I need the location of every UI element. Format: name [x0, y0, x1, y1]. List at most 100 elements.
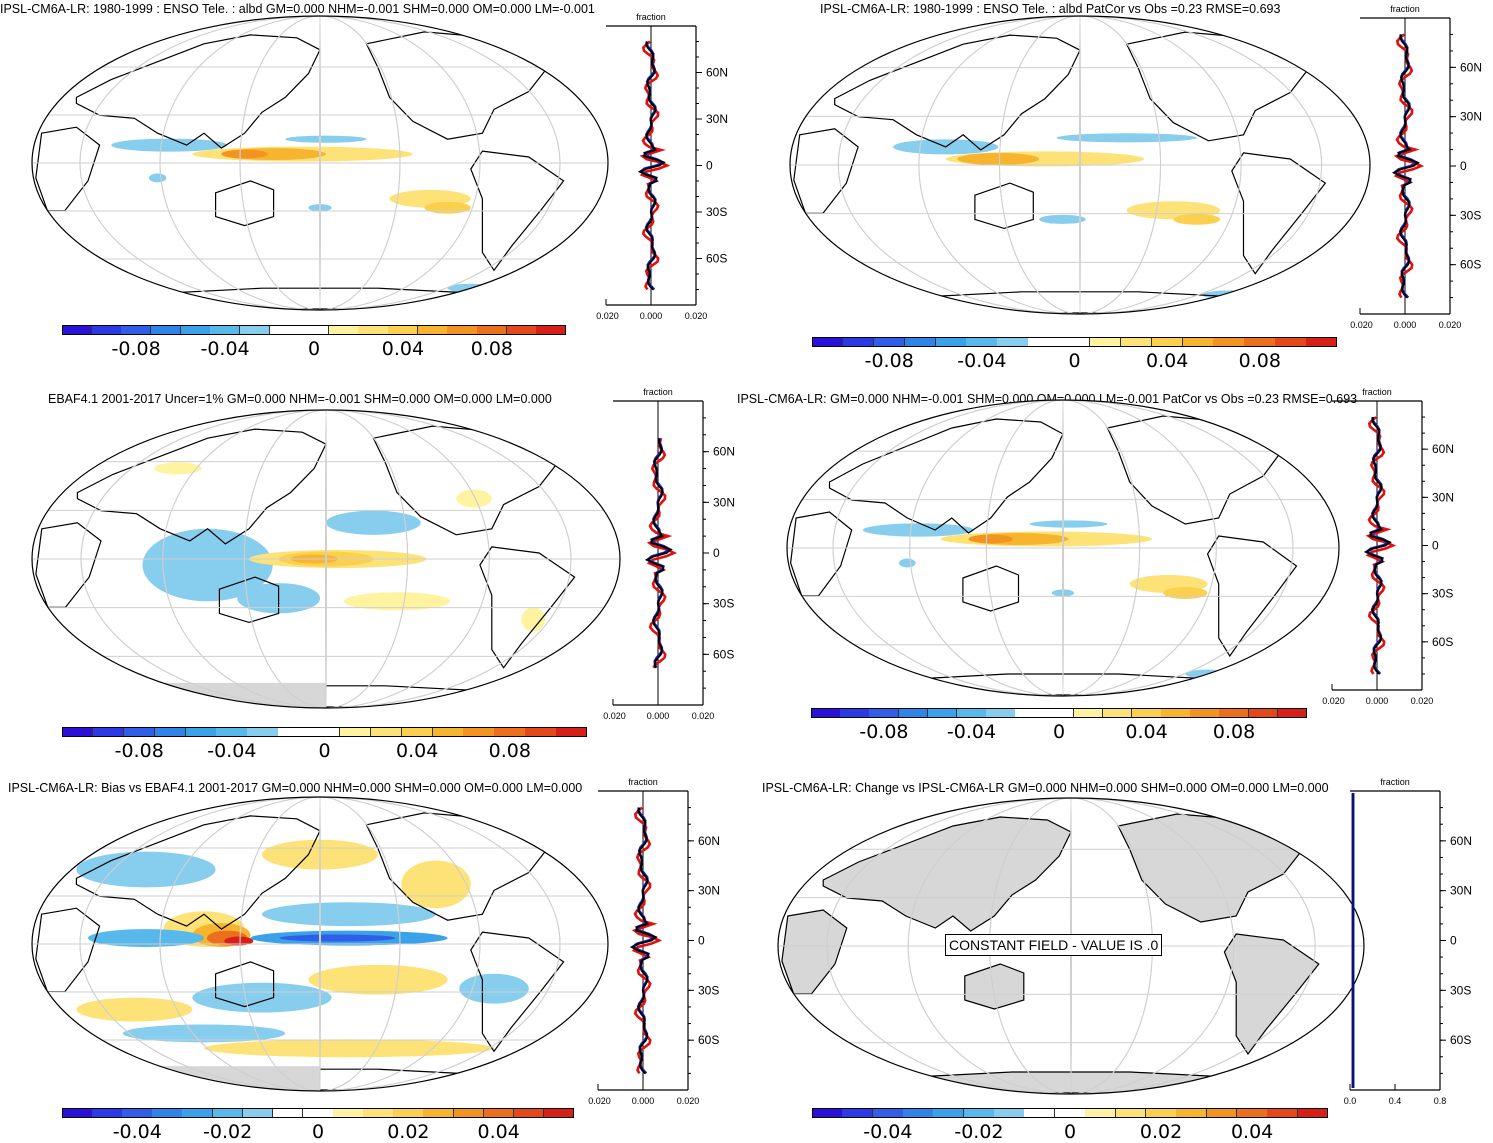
map-content: [787, 400, 1339, 696]
coastline: [781, 909, 848, 995]
colorbar-tick-label: 0.08: [488, 740, 531, 762]
colorbar-swatch: [1059, 337, 1091, 347]
zonal-lat-label: 60S: [698, 1033, 719, 1047]
colorbar-tick-label: -0.02: [203, 1121, 253, 1143]
colorbar-tick-label: 0: [1068, 350, 1081, 372]
coastline: [35, 907, 101, 993]
panel-title: IPSL-CM6A-LR: GM=0.000 NHM=-0.001 SHM=0.…: [737, 392, 1358, 406]
map-border: [789, 15, 1371, 315]
field-contour: [192, 982, 332, 1013]
longitude-line: [918, 16, 1242, 314]
colorbar-tick-label: 0.02: [1139, 1121, 1183, 1143]
zonal-lat-label: 60N: [706, 66, 728, 80]
longitude-line: [319, 16, 321, 310]
zonal-line-mean: [644, 438, 673, 669]
zonal-profile-4: fraction 60N 30N 0 30S 60S -0.020 0.000 0.020: [1322, 387, 1454, 706]
coastline: [215, 961, 275, 1008]
colorbar-tick-label: -0.04: [863, 1121, 913, 1143]
colorbar-swatch: [842, 337, 875, 347]
longitude-line: [325, 410, 327, 708]
colorbar-tick-label: -0.04: [946, 721, 997, 743]
zonal-x-label: 0.020: [1411, 696, 1434, 706]
colorbar-tick-label: 0: [311, 1121, 325, 1143]
field-contour: [285, 135, 367, 143]
zonal-lat-label: 0: [1460, 159, 1467, 173]
zonal-profile-3: fraction 60N 30N 0 30S 60S -0.020 0.000 0.020: [603, 387, 735, 721]
zonal-lat-label: 30S: [1460, 208, 1481, 222]
colorbar-swatch: [477, 325, 508, 335]
colorbar-swatch: [812, 337, 844, 347]
colorbar-swatch: [997, 337, 1029, 347]
field-contour: [76, 997, 193, 1022]
colorbar-swatch: [873, 337, 906, 347]
longitude-line: [239, 16, 401, 310]
zonal-lat-label: 30N: [1450, 884, 1472, 898]
field-contour: [154, 462, 202, 475]
zonal-header: fraction: [1390, 4, 1420, 14]
colorbar-swatch: [1151, 337, 1184, 347]
field-contour: [148, 173, 167, 183]
colorbar-tick-label: -0.08: [114, 740, 164, 762]
colorbar-tick-label: 0.08: [470, 338, 514, 360]
zonal-line-mean: [637, 41, 666, 291]
zonal-x-label: 0.000: [647, 711, 670, 721]
colorbar-swatch: [1089, 337, 1122, 347]
colorbar-swatch: [1244, 337, 1276, 347]
colorbar-swatch: [370, 727, 403, 737]
colorbar-swatch: [123, 727, 156, 737]
zonal-line-mean: [1391, 34, 1420, 299]
colorbar-swatch: [180, 325, 211, 335]
colorbar-swatch: [903, 1108, 934, 1118]
longitude-line: [79, 16, 561, 310]
colorbar-tick-label: 0.08: [1212, 721, 1256, 743]
map-1: [31, 15, 609, 311]
zonal-x-label: 0.020: [1439, 320, 1462, 330]
colorbar-swatch: [393, 1108, 424, 1118]
constant-field-label: CONSTANT FIELD - VALUE IS .0: [945, 934, 1163, 956]
colorbar-swatch: [525, 727, 557, 737]
colorbar-tick-label: -0.02: [954, 1121, 1004, 1143]
field-contour: [122, 1024, 286, 1043]
field-contour: [111, 138, 228, 152]
colorbar-swatch: [272, 1108, 304, 1118]
field-contour: [221, 149, 268, 159]
colorbar-swatch: [150, 325, 182, 335]
zonal-x-label: 0.000: [1394, 320, 1417, 330]
colorbar-tick-label: 0.04: [395, 740, 439, 762]
colorbar-swatch: [513, 1108, 545, 1118]
colorbar-tick-label: -0.04: [207, 740, 257, 762]
colorbar-swatch: [494, 727, 526, 737]
colorbar-swatch: [506, 325, 537, 335]
longitude-line: [985, 400, 1141, 696]
zonal-profile-2: fraction 60N 30N 0 30S 60S -0.020 0.000 0.020: [1350, 4, 1482, 330]
colorbar-swatch: [935, 337, 967, 347]
colorbar-tick-label: 0: [318, 740, 331, 762]
colorbar-swatch: [92, 1108, 123, 1118]
colorbar-6: -0.04 -0.02 0 0.02 0.04: [812, 1108, 1329, 1143]
colorbar-swatch: [216, 727, 248, 737]
field-contour: [957, 152, 1040, 166]
zonal-x-label: -0.020: [588, 1096, 611, 1106]
colorbar-swatch: [966, 337, 998, 347]
longitude-line: [243, 410, 409, 708]
colorbar-swatch: [1213, 337, 1245, 347]
colorbar-swatch: [328, 325, 359, 335]
colorbar-swatch: [62, 325, 93, 335]
colorbar-swatch: [1102, 708, 1133, 718]
field-contour: [459, 973, 529, 1004]
zonal-x-label: 0.4: [1389, 1096, 1402, 1106]
colorbar-tick-label: -0.08: [111, 338, 161, 360]
colorbar-swatch: [154, 727, 187, 737]
zonal-lat-label: 30S: [698, 983, 719, 997]
colorbar-swatch: [247, 727, 279, 737]
zonal-lat-label: 0: [1432, 539, 1439, 553]
longitude-line: [998, 16, 1162, 314]
longitude-line: [832, 400, 1294, 696]
field-contour: [224, 936, 254, 946]
colorbar-swatch: [842, 1108, 874, 1118]
map-border: [777, 797, 1365, 1095]
zonal-x-label: -0.020: [1322, 696, 1345, 706]
colorbar-tick-label: 0: [307, 338, 321, 360]
colorbar-swatch: [963, 1108, 995, 1118]
map-border: [31, 796, 609, 1092]
